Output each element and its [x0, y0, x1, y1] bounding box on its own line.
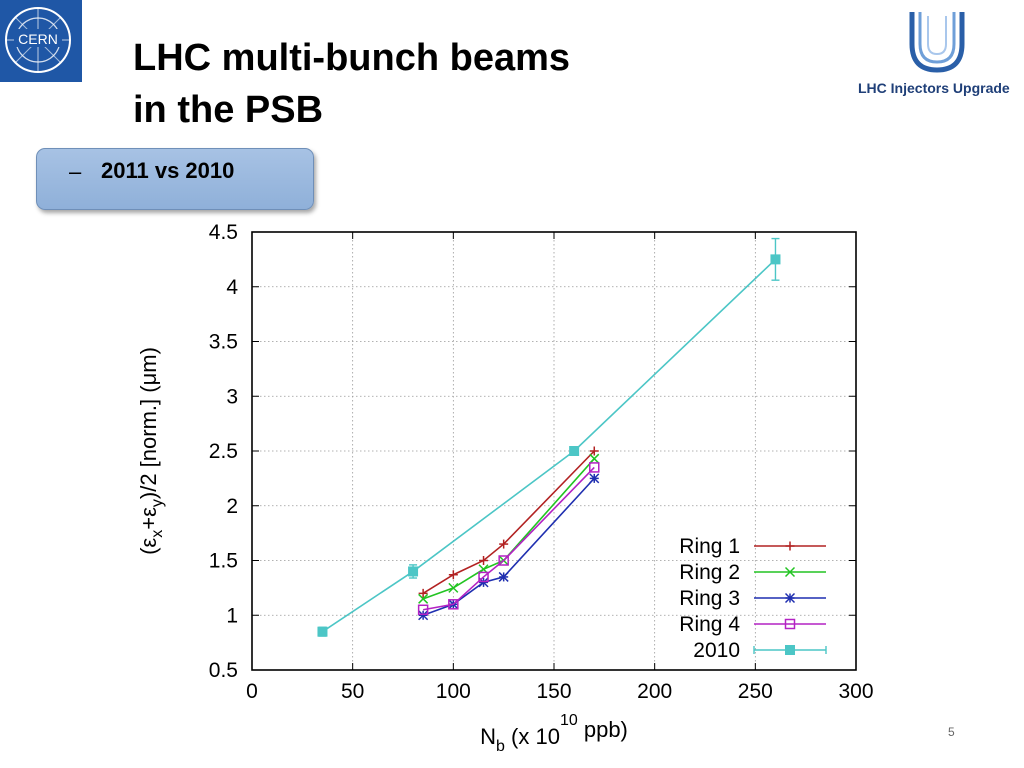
- data-point: [417, 604, 429, 616]
- data-point: [408, 566, 419, 577]
- y-tick-label: 0.5: [209, 659, 238, 682]
- cern-logo: CERN: [0, 0, 82, 82]
- legend-item-2010: 2010: [693, 639, 827, 662]
- legend-label: Ring 4: [679, 613, 740, 636]
- data-point: [448, 599, 459, 610]
- legend-item-ring-2: Ring 2: [679, 561, 826, 584]
- series-line-2010: [322, 258, 777, 633]
- y-tick-label: 1.5: [209, 550, 238, 573]
- data-point: [418, 610, 429, 621]
- plot-frame: [251, 231, 857, 671]
- y-tick-label: 1: [226, 604, 238, 627]
- data-point: [418, 588, 428, 598]
- lhc-logo-caption: LHC Injectors Upgrade: [858, 80, 1010, 96]
- legend-label: 2010: [693, 639, 740, 662]
- legend-item-ring-3: Ring 3: [679, 587, 826, 610]
- chart-legend: Ring 1 Ring 2 Ring 3 Ring 4 2010: [679, 535, 827, 662]
- data-point: [589, 462, 600, 473]
- emittance-chart: 0 50 100 150 200 250 300 0.5 1 1.5 2 2.5 3 3.5 4 4.5 Nb …: [136, 221, 874, 755]
- cern-logo-text: CERN: [18, 31, 58, 47]
- cern-logo-icon: CERN: [0, 0, 82, 82]
- data-point: [448, 582, 459, 593]
- legend-label: Ring 2: [679, 561, 740, 584]
- x-tick-label: 0: [246, 680, 258, 703]
- data-point: [569, 446, 580, 456]
- data-point: [448, 570, 458, 580]
- x-axis-label: Nb (x 1010 ppb): [480, 712, 628, 755]
- legend-item-ring-4: Ring 4: [679, 613, 826, 636]
- y-tick-label: 3: [226, 385, 238, 408]
- data-point: [589, 453, 600, 464]
- legend-marker: [785, 541, 795, 551]
- y-tick-label: 2.5: [209, 440, 238, 463]
- legend-label: Ring 3: [679, 587, 740, 610]
- lhc-u-icon: [909, 12, 965, 73]
- y-tick-label: 4: [226, 276, 238, 299]
- data-point: [770, 254, 781, 265]
- subtitle-box: – 2011 vs 2010: [36, 148, 314, 210]
- x-tick-label: 200: [637, 680, 672, 703]
- data-point: [317, 626, 328, 637]
- data-point: [418, 593, 429, 604]
- x-tick-label: 50: [341, 680, 364, 703]
- data-point: [498, 571, 509, 582]
- series-ring-1: [418, 446, 599, 598]
- subtitle-text: 2011 vs 2010: [101, 158, 235, 183]
- legend-marker: [784, 618, 796, 630]
- x-tick-label: 300: [838, 680, 873, 703]
- slide-title-line-1: LHC multi-bunch beams: [133, 37, 571, 79]
- legend-marker: [785, 645, 795, 655]
- data-point: [478, 577, 489, 588]
- y-tick-label: 3.5: [209, 331, 238, 354]
- data-point: [498, 555, 509, 566]
- data-point: [478, 571, 489, 583]
- lhc-injectors-upgrade-logo: LHC Injectors Upgrade: [852, 4, 1022, 100]
- x-tick-label: 150: [536, 680, 571, 703]
- series-ring-4: [417, 462, 600, 616]
- series-2010: [317, 237, 781, 637]
- legend-item-ring-1: Ring 1: [679, 535, 826, 558]
- series-line-ring-4: [422, 466, 595, 611]
- series-ring-2: [418, 453, 600, 604]
- y-tick-label: 2: [226, 495, 238, 518]
- y-axis-label: (εx+εy)/2 [norm.] (μm): [136, 347, 166, 555]
- slide-title-line-2: in the PSB: [133, 89, 324, 131]
- legend-marker: [784, 592, 796, 604]
- data-point: [589, 446, 599, 456]
- subtitle-dash: –: [69, 159, 82, 184]
- slide-title: LHC multi-bunch beams in the PSB: [133, 32, 753, 136]
- data-point: [499, 539, 509, 549]
- data-point: [589, 473, 600, 484]
- data-point: [479, 556, 489, 565]
- x-tick-label: 250: [738, 680, 773, 703]
- legend-marker: [784, 566, 796, 578]
- x-tick-label: 100: [436, 680, 471, 703]
- page-number: 5: [948, 725, 955, 739]
- series-line-ring-3: [422, 477, 595, 617]
- legend-label: Ring 1: [679, 535, 740, 558]
- y-tick-label: 4.5: [209, 221, 238, 244]
